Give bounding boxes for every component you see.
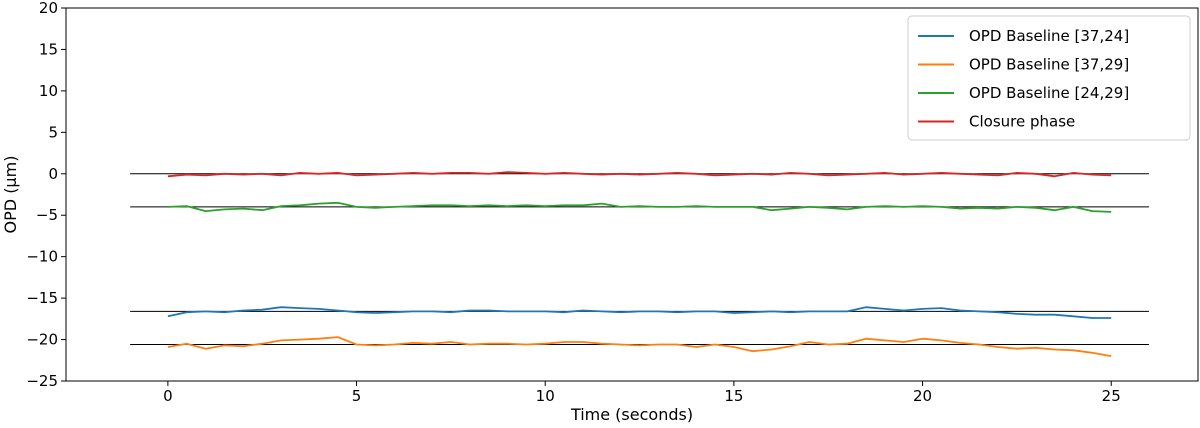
y-tick-label: −10 xyxy=(26,248,58,266)
x-tick-label: 5 xyxy=(352,387,362,405)
y-tick-label: 20 xyxy=(39,0,58,17)
series-lines xyxy=(167,171,1112,357)
y-tick-label: 15 xyxy=(39,40,58,58)
y-tick-label: −15 xyxy=(26,289,58,307)
y-tick-label: 10 xyxy=(39,82,58,100)
legend-entry-label: OPD Baseline [37,29] xyxy=(969,56,1129,74)
x-tick-label: 20 xyxy=(913,387,932,405)
y-tick-label: −25 xyxy=(26,372,58,390)
legend-entry-label: OPD Baseline [24,29] xyxy=(969,84,1129,102)
legend-entry-label: OPD Baseline [37,24] xyxy=(969,27,1129,45)
x-tick-label: 15 xyxy=(724,387,743,405)
plot-frame xyxy=(65,7,1199,382)
x-axis: 0 5 10 15 20 25 xyxy=(163,381,1121,405)
y-tick-label: −5 xyxy=(36,206,58,224)
y-axis-label: OPD (μm) xyxy=(1,156,20,234)
series-line-closure-phase xyxy=(167,171,1112,178)
x-tick-label: 25 xyxy=(1102,387,1121,405)
x-tick-label: 10 xyxy=(536,387,555,405)
legend-box xyxy=(907,15,1191,141)
series-line-opd-baseline-24-29 xyxy=(167,201,1112,213)
reference-lines xyxy=(130,173,1149,346)
legend: OPD Baseline [37,24] OPD Baseline [37,29]… xyxy=(907,15,1191,141)
y-axis: 20 15 10 5 0 −5 −10 −15 −20 −25 xyxy=(26,0,66,390)
legend-entry-label: Closure phase xyxy=(969,113,1075,131)
y-tick-label: −20 xyxy=(26,331,58,349)
series-line-opd-baseline-37-24 xyxy=(167,306,1112,319)
y-tick-label: 5 xyxy=(48,123,58,141)
x-tick-label: 0 xyxy=(163,387,173,405)
series-line-opd-baseline-37-29 xyxy=(167,336,1112,357)
y-tick-label: 0 xyxy=(48,165,58,183)
x-axis-label: Time (seconds) xyxy=(570,405,693,424)
